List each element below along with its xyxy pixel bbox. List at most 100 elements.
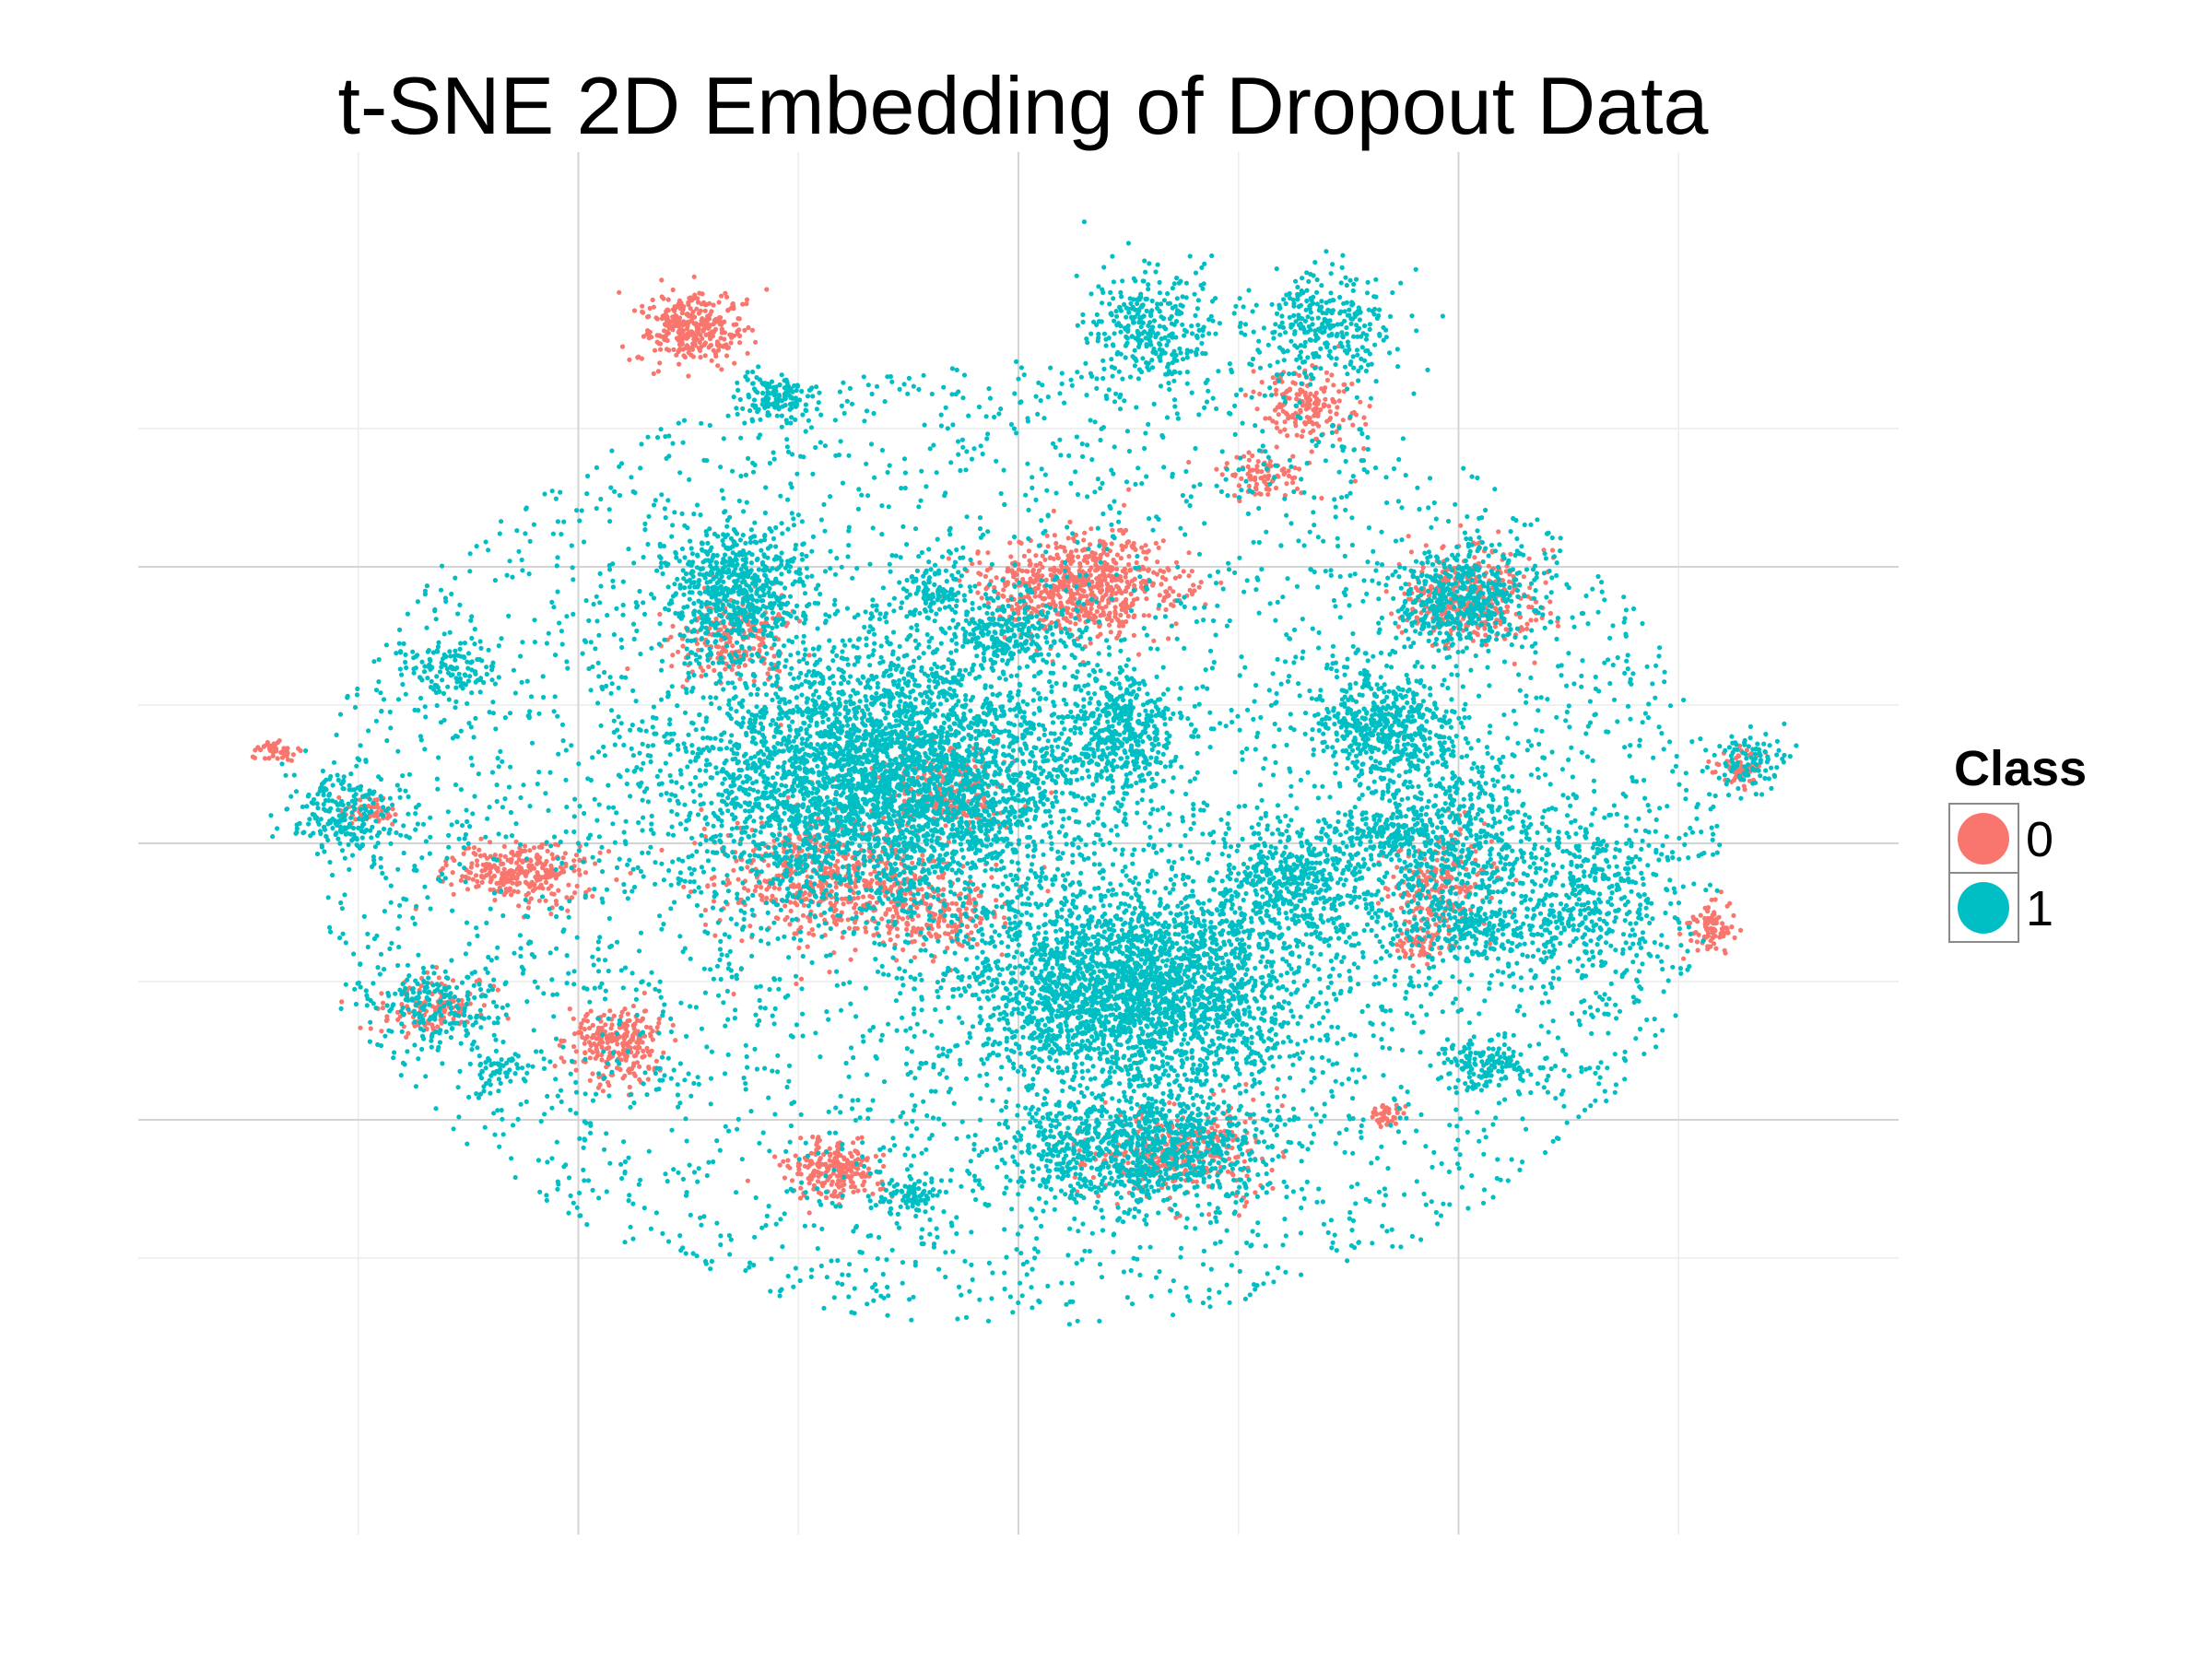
point-class-1 [807,912,813,917]
point-class-0 [1448,832,1453,838]
point-class-0 [1254,406,1260,412]
point-class-0 [833,884,839,890]
point-class-0 [1097,623,1102,629]
point-class-0 [753,339,759,345]
point-class-0 [936,919,942,924]
point-class-0 [1289,476,1296,481]
point-class-0 [699,674,704,679]
point-class-0 [1126,554,1132,559]
point-class-0 [1218,580,1224,585]
point-class-0 [900,947,906,953]
point-class-0 [458,877,464,883]
point-class-0 [1114,552,1120,558]
point-class-0 [1688,937,1694,944]
point-class-0 [1112,605,1118,610]
point-class-0 [1308,429,1313,435]
point-class-0 [1281,1154,1287,1159]
point-class-0 [661,296,666,301]
point-class-0 [1094,608,1100,615]
point-class-0 [888,937,893,943]
point-class-0 [845,917,851,923]
point-class-0 [1129,543,1135,549]
point-class-0 [650,297,655,302]
point-class-0 [1555,623,1561,629]
point-class-0 [1058,544,1064,549]
point-class-0 [829,1182,834,1187]
point-class-0 [1358,399,1363,405]
point-class-0 [716,300,722,305]
point-class-0 [597,850,603,855]
point-class-0 [788,908,794,914]
point-class-0 [548,883,554,888]
point-class-0 [632,1073,638,1078]
point-class-0 [1472,555,1477,560]
point-class-0 [502,853,508,860]
point-class-0 [582,1050,588,1056]
point-class-1 [1055,744,1061,749]
point-class-0 [1270,375,1276,381]
point-class-0 [827,970,832,975]
point-class-0 [1192,588,1197,594]
point-class-0 [840,935,845,940]
point-class-0 [1306,418,1312,425]
point-class-0 [606,1045,612,1051]
point-class-0 [976,581,982,587]
point-class-0 [1681,956,1687,961]
point-class-0 [855,1150,861,1157]
point-class-0 [1088,542,1093,547]
point-class-0 [1331,382,1336,388]
point-class-0 [495,987,500,993]
point-class-0 [543,867,548,873]
point-class-0 [1127,568,1133,573]
point-class-0 [1065,610,1070,616]
point-class-0 [1251,369,1256,374]
point-class-0 [1232,473,1238,478]
point-class-0 [1124,584,1130,590]
point-class-0 [832,863,838,868]
point-class-0 [339,999,345,1005]
point-class-0 [1458,523,1464,528]
point-class-0 [1335,405,1340,410]
point-class-0 [659,316,665,322]
point-class-0 [273,747,278,753]
point-class-0 [1088,641,1093,646]
point-class-0 [691,274,697,279]
point-class-0 [1045,544,1051,549]
point-class-0 [1305,400,1311,406]
point-class-0 [1112,608,1118,615]
point-class-0 [630,1022,636,1028]
point-class-0 [757,642,762,648]
point-class-0 [691,336,697,342]
point-class-0 [509,857,514,863]
point-class-0 [806,1181,812,1186]
point-class-0 [942,931,948,936]
point-class-0 [711,322,716,327]
point-class-1 [1027,825,1032,830]
point-class-1 [711,823,716,829]
point-class-0 [1246,457,1252,463]
point-class-0 [728,340,734,346]
point-class-0 [904,926,910,933]
point-class-0 [731,867,736,873]
point-class-0 [1080,547,1086,553]
point-class-0 [466,869,472,876]
point-class-0 [1055,555,1061,561]
point-class-0 [1329,372,1335,378]
point-class-0 [629,1065,635,1072]
point-class-0 [1712,941,1717,947]
point-class-0 [879,916,885,922]
point-class-0 [776,612,782,618]
point-class-0 [677,342,683,347]
point-class-0 [573,1049,579,1054]
point-class-0 [712,882,717,888]
point-class-0 [974,942,980,947]
point-class-0 [644,1045,650,1051]
point-class-0 [614,1037,619,1042]
point-class-0 [1106,614,1112,619]
point-class-0 [1122,502,1127,508]
point-class-0 [608,1054,614,1060]
point-class-0 [1693,930,1699,935]
point-class-0 [1389,611,1394,617]
point-class-0 [700,291,705,297]
point-class-0 [1036,582,1041,588]
